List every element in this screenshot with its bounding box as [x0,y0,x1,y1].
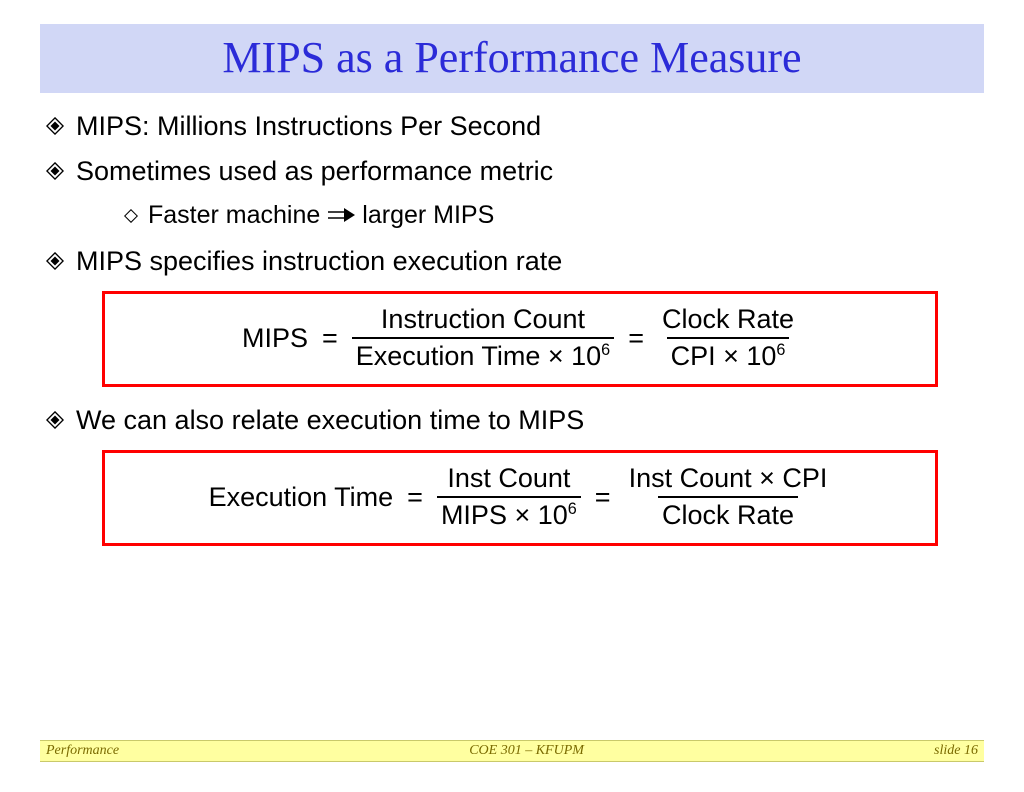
sub-1-right: larger MIPS [362,201,494,230]
formula2-f1-den: MIPS × 106 [437,496,581,531]
formula1-fraction-2: Clock Rate CPI × 106 [658,304,798,372]
implies-arrow-icon [326,201,356,230]
bullet-2-text: Sometimes used as performance metric [76,156,553,187]
sub-bullet-1: Faster machine larger MIPS [124,201,978,230]
formula2-f2-den: Clock Rate [658,496,798,531]
formula2-fraction-2: Inst Count × CPI Clock Rate [625,463,832,531]
slide-title: MIPS as a Performance Measure [40,32,984,83]
formula-box-2: Execution Time = Inst Count MIPS × 106 =… [102,450,938,546]
formula1-lhs: MIPS [242,323,308,354]
bullet-1: MIPS: Millions Instructions Per Second [46,111,978,142]
title-bar: MIPS as a Performance Measure [40,24,984,93]
bullet-2: Sometimes used as performance metric [46,156,978,187]
formula1-f1-num: Instruction Count [377,304,589,337]
bullet-4-text: We can also relate execution time to MIP… [76,405,584,436]
equals-sign: = [407,482,423,513]
diamond-bullet-icon [46,411,64,429]
slide-footer: Performance COE 301 – KFUPM slide 16 [40,740,984,762]
formula1-fraction-1: Instruction Count Execution Time × 106 [352,304,614,372]
footer-center: COE 301 – KFUPM [469,743,584,759]
slide-body: MIPS: Millions Instructions Per Second S… [0,93,1024,546]
formula-box-1: MIPS = Instruction Count Execution Time … [102,291,938,387]
formula1-f1-den: Execution Time × 106 [352,337,614,372]
equals-sign: = [595,482,611,513]
formula2-fraction-1: Inst Count MIPS × 106 [437,463,581,531]
bullet-1-text: MIPS: Millions Instructions Per Second [76,111,541,142]
equals-sign: = [322,323,338,354]
diamond-bullet-icon [46,117,64,135]
formula1-f2-num: Clock Rate [658,304,798,337]
diamond-bullet-icon [46,162,64,180]
bullet-3: MIPS specifies instruction execution rat… [46,246,978,277]
sub-1-left: Faster machine [148,201,320,230]
formula2-f2-num: Inst Count × CPI [625,463,832,496]
footer-left: Performance [46,743,119,759]
formula2-lhs: Execution Time [209,482,394,513]
formula2-f1-num: Inst Count [443,463,574,496]
bullet-3-text: MIPS specifies instruction execution rat… [76,246,562,277]
equals-sign: = [628,323,644,354]
bullet-4: We can also relate execution time to MIP… [46,405,978,436]
diamond-outline-icon [124,209,138,223]
diamond-bullet-icon [46,252,64,270]
formula1-f2-den: CPI × 106 [667,337,790,372]
footer-right: slide 16 [934,743,978,759]
